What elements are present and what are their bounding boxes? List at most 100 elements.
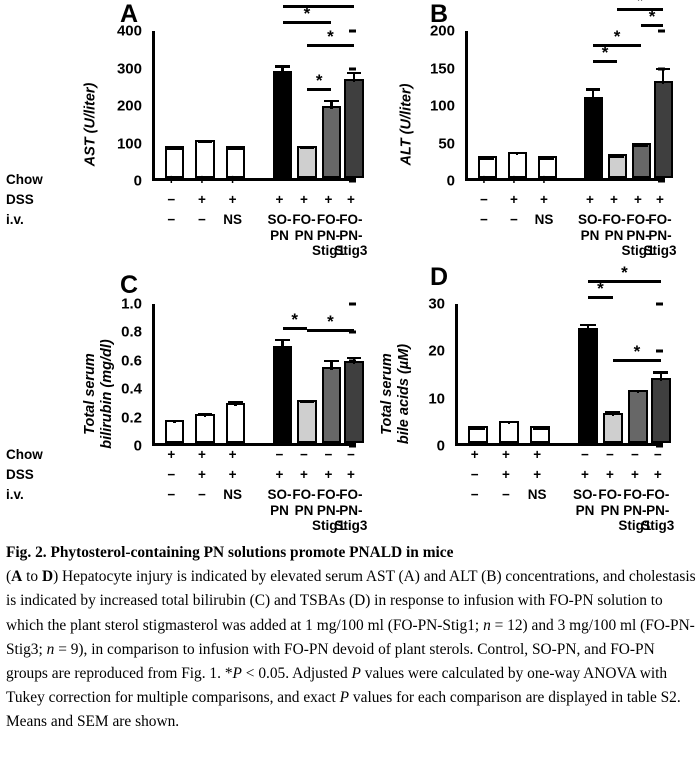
condition-cell-b-r0-c5: − [634,172,642,187]
condition-cell-a-r0-c6: − [346,172,355,187]
bar-b-4 [607,154,627,178]
condition-cell-c-r1-c1: + [198,467,206,482]
y-tick [349,444,356,448]
y-tick-label: 200 [116,97,142,115]
error-cap-d-5 [630,389,646,393]
y-tick [658,179,665,183]
condition-cell-b-r2-c6: FO- PN- Stig3 [643,212,677,258]
significance-star-c-0: * [327,311,334,331]
error-cap-a-6 [346,71,362,75]
error-cap-d-2 [532,427,548,430]
y-tick-label: 150 [429,60,455,77]
y-tick-label: 0.4 [121,380,142,398]
condition-cell-c-r2-c4: FO- PN [292,487,316,518]
condition-cell-b-r1-c0: − [480,192,488,207]
condition-cell-c-r2-c0: − [167,487,176,502]
error-bar-d-3 [586,323,590,332]
error-bar-a-6 [352,71,356,83]
significance-star-b-2: * [648,6,656,26]
condition-cell-a-r2-c2: NS [223,212,242,227]
error-cap-a-4 [299,146,315,150]
condition-cell-d-r0-c3: − [581,447,589,462]
condition-cell-b-r0-c2: + [540,172,548,187]
significance-bar-d-0 [588,279,661,283]
y-tick [349,29,356,33]
error-cap-d-1 [501,420,517,424]
error-cap-b-2 [539,157,555,161]
error-cap-b-5 [633,144,649,147]
panel-letter-d: D [430,263,449,291]
bar-d-6 [650,377,671,443]
condition-cell-a-r2-c4: FO- PN [292,212,316,243]
bar-a-0 [164,146,185,178]
condition-cell-c-r2-c2: NS [223,487,242,502]
condition-cell-d-r0-c2: + [533,447,542,462]
error-cap-b-4 [609,155,625,158]
condition-cell-a-r2-c6: FO- PN- Stig3 [334,212,368,258]
error-cap-c-2 [228,400,243,404]
error-cap-b-1 [509,151,525,155]
plot-area-d: * * * [455,264,671,448]
bar-b-2 [537,156,557,178]
condition-cell-d-r2-c5: FO- PN- Stig1 [618,487,652,533]
bar-b-3 [583,97,603,178]
y-tick-label: 10 [428,390,445,408]
y-axis-label-b: ALT (U/liter) [398,83,415,166]
condition-cell-b-r0-c0: + [480,172,488,187]
condition-cell-a-r1-c6: + [346,192,355,207]
condition-cell-c-r0-c2: + [228,447,237,462]
condition-cell-c-r2-c3: SO- PN [267,487,292,518]
y-tick-label: 30 [428,295,445,313]
condition-row-label-chow: Chow [6,447,43,462]
condition-cell-b-r1-c2: + [540,192,548,207]
significance-bar-a-1 [282,21,332,25]
condition-cell-d-r1-c0: − [470,467,479,482]
y-tick-label: 0 [446,172,455,190]
significance-bar-a-2 [306,43,354,47]
y-tick-label: 0 [436,437,445,455]
condition-cell-b-r1-c1: + [510,192,518,207]
condition-cell-b-r0-c4: − [610,172,618,187]
error-cap-d-3 [580,323,596,327]
plot-area-b: * * * * [465,0,673,183]
y-tick [658,29,665,33]
bar-a-4 [297,145,317,178]
significance-star-a-3: * [315,70,323,90]
condition-row-label-iv: i.v. [6,487,24,502]
y-tick-label: 0.6 [121,352,142,370]
error-cap-c-6 [346,356,362,360]
condition-cell-c-r1-c6: + [346,467,355,482]
error-cap-c-1 [197,412,213,416]
y-axis-label-a: AST (U/liter) [82,82,99,167]
y-tick-label: 300 [116,60,142,77]
error-bar-b-6 [661,67,665,85]
error-cap-b-6 [655,67,671,71]
y-tick-label: 100 [429,97,455,115]
significance-bar-b-2 [641,23,663,27]
y-tick-label: 50 [438,135,455,152]
condition-cell-b-r0-c3: − [586,172,594,187]
condition-cell-d-r1-c4: + [606,467,614,482]
error-bar-a-5 [330,99,333,110]
error-cap-b-0 [479,157,495,160]
condition-cell-d-r0-c6: − [653,447,662,462]
condition-cell-c-r2-c6: FO- PN- Stig3 [334,487,368,533]
error-cap-a-3 [275,65,290,68]
condition-cell-d-r0-c5: − [630,447,639,462]
significance-bar-b-3 [593,60,617,63]
condition-cell-a-r1-c3: + [275,192,284,207]
y-axis-label-d: Total serum bile acids (µM) [379,343,412,445]
y-tick-label: 200 [429,22,455,40]
error-cap-a-2 [228,147,243,151]
condition-cell-c-r1-c4: + [300,467,308,482]
significance-star-a-1: * [303,4,311,24]
error-bar-c-6 [352,356,356,364]
condition-cell-c-r0-c1: + [198,447,206,462]
condition-cell-b-r1-c5: + [634,192,642,207]
plot-area-c: * * [152,302,364,448]
error-cap-b-3 [585,88,601,91]
condition-row-label-iv: i.v. [6,212,24,227]
condition-cell-c-r2-c5: FO- PN- Stig1 [311,487,345,533]
significance-star-d-1: * [597,278,604,298]
y-tick [349,330,356,334]
